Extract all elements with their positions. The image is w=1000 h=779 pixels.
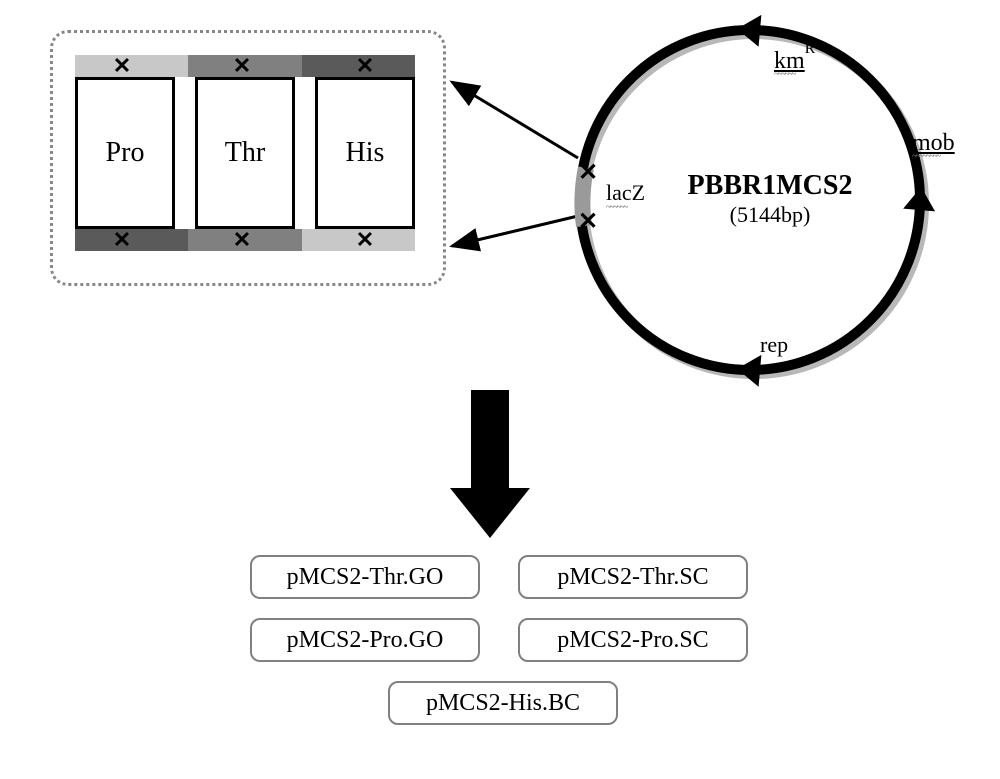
lacZ-cut-mark-2: ✕ (578, 207, 598, 236)
gene-cassette: ✕ ✕ ✕ Pro Thr His ✕ ✕ ✕ (75, 55, 415, 251)
pill-text: pMCS2-Pro.SC (557, 627, 708, 654)
gene-rep-text: rep (760, 332, 788, 357)
gene-label-kmR: kmR ~~~~~~ (774, 46, 815, 80)
x-mark-bot-3: ✕ (356, 227, 374, 253)
gene-label-lacZ: lacZ ~~~~~~ (606, 180, 645, 213)
lacZ-cut-mark-1: ✕ (578, 158, 598, 187)
gene-block-thr: Thr (195, 77, 295, 229)
gene-block-label: His (346, 137, 385, 169)
cassette-bottom-bar: ✕ ✕ ✕ (75, 229, 415, 251)
result-pill-his-bc: pMCS2-His.BC (388, 681, 618, 725)
pill-text: pMCS2-His.BC (426, 690, 580, 717)
pill-text: pMCS2-Pro.GO (287, 627, 444, 654)
gene-block-pro: Pro (75, 77, 175, 229)
gene-block-label: Thr (225, 137, 265, 169)
cassette-top-bar: ✕ ✕ ✕ (75, 55, 415, 77)
gene-block-label: Pro (106, 137, 145, 169)
x-mark-top-2: ✕ (233, 53, 251, 79)
x-mark-top-3: ✕ (356, 53, 374, 79)
bot-bar-seg-1 (75, 229, 188, 251)
gene-block-his: His (315, 77, 415, 229)
result-pill-thr-sc: pMCS2-Thr.SC (518, 555, 748, 599)
gene-label-rep: rep (760, 332, 788, 358)
result-pill-pro-sc: pMCS2-Pro.SC (518, 618, 748, 662)
arrow-to-box-bottom (452, 216, 578, 246)
arrow-to-box-top (452, 82, 578, 158)
gene-block-row: Pro Thr His (75, 77, 415, 229)
plasmid-size: (5144bp) (650, 202, 890, 228)
x-mark-bot-1: ✕ (113, 227, 131, 253)
gene-kmR-sup: R (805, 40, 816, 57)
plasmid-name: PBBR1MCS2 (650, 170, 890, 202)
gene-label-mob: mob ~~~~~~~~ (912, 130, 955, 162)
x-mark-bot-2: ✕ (233, 227, 251, 253)
down-arrow-head (450, 488, 530, 538)
x-mark-top-1: ✕ (113, 53, 131, 79)
pill-text: pMCS2-Thr.SC (557, 564, 708, 591)
top-bar-seg-1 (75, 55, 188, 77)
result-pill-pro-go: pMCS2-Pro.GO (250, 618, 480, 662)
pill-text: pMCS2-Thr.GO (287, 564, 444, 591)
result-pill-thr-go: pMCS2-Thr.GO (250, 555, 480, 599)
down-arrow-shaft (471, 390, 509, 490)
plasmid-center-label: PBBR1MCS2 (5144bp) (650, 170, 890, 228)
